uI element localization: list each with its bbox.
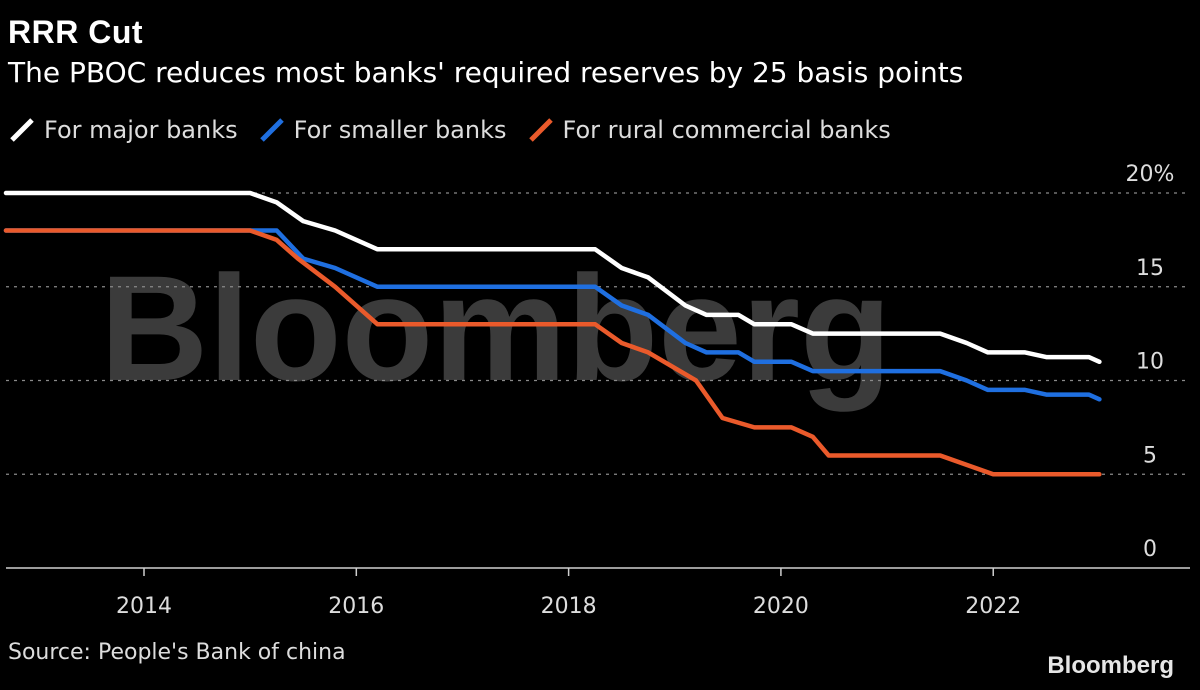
x-tick-label-2018: 2018 [541, 594, 597, 619]
x-tick-label-2016: 2016 [328, 594, 384, 619]
chart-subtitle: The PBOC reduces most banks' required re… [8, 56, 964, 89]
legend-item-smaller: For smaller banks [258, 116, 507, 144]
y-tick-label-20: 20% [1126, 162, 1175, 187]
legend-item-major: For major banks [8, 116, 238, 144]
y-tick-label-10: 10 [1136, 350, 1164, 375]
legend: For major banks For smaller banks For ru… [8, 116, 891, 144]
x-axis: 2014 2016 2018 2020 2022 [6, 567, 1190, 619]
legend-swatch-smaller [259, 118, 284, 142]
x-tick-label-2014: 2014 [116, 594, 172, 619]
legend-label-major: For major banks [44, 116, 238, 144]
series-line-smaller-banks [3, 228, 1102, 402]
y-axis-ticks: 0 5 10 15 20% [1126, 162, 1175, 562]
legend-label-rural: For rural commercial banks [562, 116, 891, 144]
x-tick-label-2020: 2020 [753, 594, 809, 619]
chart-title: RRR Cut [8, 14, 144, 50]
source-note: Source: People's Bank of china [8, 640, 346, 665]
legend-swatch-rural [528, 118, 553, 142]
legend-swatch-major [10, 118, 34, 142]
watermark-text: Bloomberg [100, 244, 892, 412]
series-line-major-banks [3, 190, 1102, 365]
series-lines [3, 190, 1102, 477]
x-tick-label-2022: 2022 [965, 594, 1021, 619]
legend-label-smaller: For smaller banks [293, 116, 507, 144]
y-tick-label-0: 0 [1143, 537, 1157, 562]
y-tick-label-15: 15 [1136, 256, 1164, 281]
series-line-rural-banks [3, 228, 1102, 477]
legend-item-rural: For rural commercial banks [527, 116, 891, 144]
y-tick-label-5: 5 [1143, 443, 1157, 468]
brand-logo: Bloomberg [1047, 652, 1174, 679]
